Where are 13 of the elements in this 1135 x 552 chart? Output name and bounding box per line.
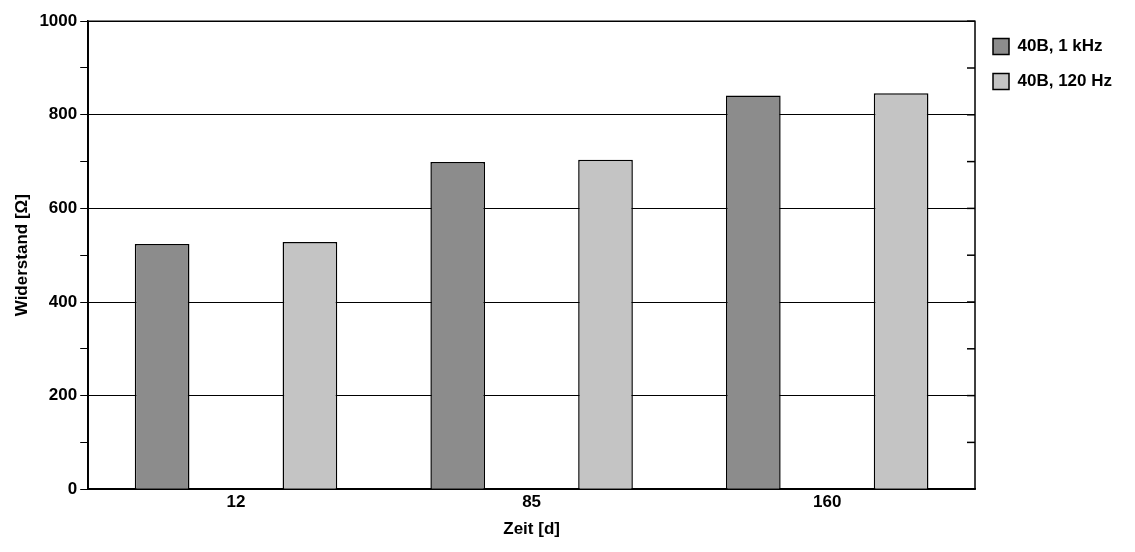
legend-label: 40B, 1 kHz (1017, 36, 1103, 56)
x-axis-title: Zeit [d] (503, 519, 560, 539)
y-tick-label: 200 (48, 385, 78, 405)
x-tick-label: 85 (522, 492, 542, 512)
y-tick-label: 800 (48, 104, 78, 124)
y-tick-label: 1000 (39, 10, 78, 30)
y-axis-title: Widerstand [Ω] (11, 194, 31, 317)
y-tick-label: 600 (48, 198, 78, 218)
legend-label: 40B, 120 Hz (1017, 71, 1112, 91)
x-tick-label: 160 (813, 492, 842, 512)
x-tick-label: 12 (226, 492, 246, 512)
y-tick-label: 400 (48, 291, 78, 311)
y-tick-label: 0 (67, 478, 78, 498)
